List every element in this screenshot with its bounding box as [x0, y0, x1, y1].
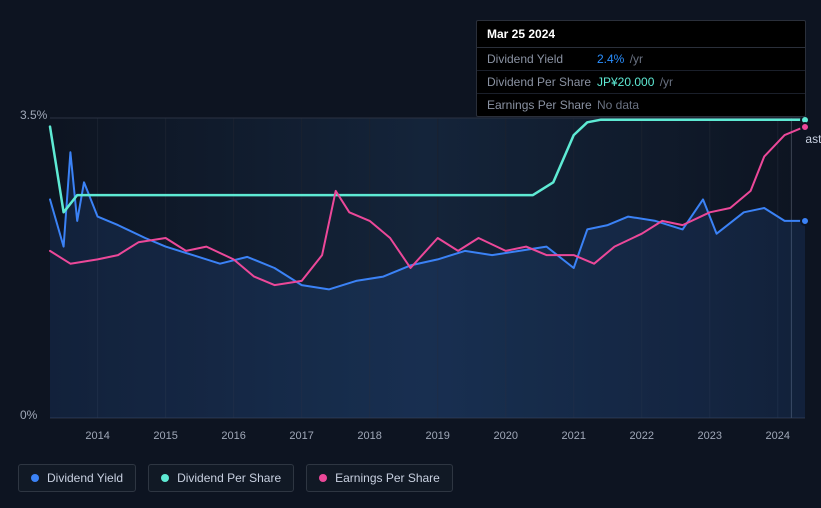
x-axis-label: 2023 [698, 430, 722, 442]
tooltip-row: Earnings Per ShareNo data [477, 94, 805, 116]
legend-item-earnings-per-share[interactable]: Earnings Per Share [306, 464, 453, 492]
x-axis-label: 2022 [630, 430, 654, 442]
x-axis-label: 2020 [493, 430, 517, 442]
x-axis-label: 2016 [221, 430, 245, 442]
tooltip-row-value: JP¥20.000 /yr [597, 75, 673, 89]
legend-dot-icon [161, 474, 169, 482]
legend-dot-icon [31, 474, 39, 482]
legend-item-dividend-yield[interactable]: Dividend Yield [18, 464, 136, 492]
legend: Dividend Yield Dividend Per Share Earnings… [18, 464, 453, 492]
tooltip-row-label: Dividend Per Share [487, 75, 597, 89]
tooltip-row-value: No data [597, 98, 639, 112]
legend-item-label: Dividend Per Share [177, 471, 281, 485]
x-axis-label: 2018 [357, 430, 381, 442]
chart-container: 3.5% 0% Past 201420152016201720182019202… [0, 0, 821, 508]
legend-item-dividend-per-share[interactable]: Dividend Per Share [148, 464, 294, 492]
legend-item-label: Dividend Yield [47, 471, 123, 485]
tooltip-row-label: Earnings Per Share [487, 98, 597, 112]
dividend_yield-end-dot [800, 216, 810, 226]
tooltip: Mar 25 2024 Dividend Yield2.4% /yrDivide… [476, 20, 806, 117]
x-axis-label: 2014 [85, 430, 109, 442]
legend-dot-icon [319, 474, 327, 482]
x-axis-label: 2021 [561, 430, 585, 442]
tooltip-row: Dividend Yield2.4% /yr [477, 48, 805, 71]
tooltip-row: Dividend Per ShareJP¥20.000 /yr [477, 71, 805, 94]
tooltip-date: Mar 25 2024 [477, 21, 805, 48]
tooltip-row-label: Dividend Yield [487, 52, 597, 66]
x-axis-labels: 2014 2015 2016 2017 2018 2019 2020 2021 2022 2023… [50, 430, 806, 450]
x-axis-label: 2017 [289, 430, 313, 442]
x-axis-label: 2024 [766, 430, 790, 442]
earnings_per_share-end-dot [800, 122, 810, 132]
tooltip-row-value: 2.4% /yr [597, 52, 643, 66]
x-axis-label: 2015 [153, 430, 177, 442]
x-axis-label: 2019 [425, 430, 449, 442]
legend-item-label: Earnings Per Share [335, 471, 440, 485]
